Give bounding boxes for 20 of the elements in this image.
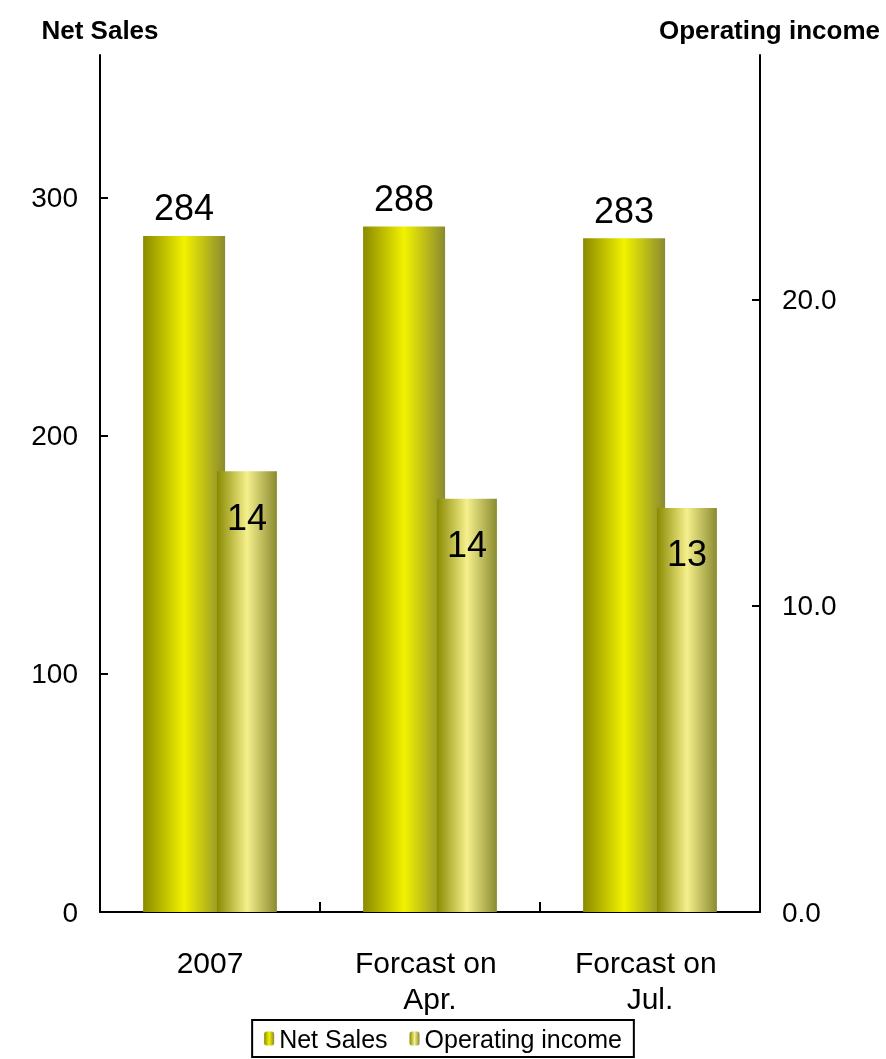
y-tick-label: 100 — [31, 658, 78, 690]
legend-label: Net Sales — [279, 1024, 388, 1053]
data-label: 284 — [154, 187, 215, 229]
x-tick-label: Forcast on Apr. — [354, 945, 506, 1015]
data-label: 14 — [446, 524, 487, 566]
x-tick-label: 2007 — [176, 945, 244, 979]
y-tick-label: 0 — [62, 896, 78, 928]
y2-tick-label: 10.0 — [782, 590, 837, 622]
data-label: 13 — [666, 533, 707, 575]
y-axis-title: Net Sales — [41, 15, 159, 45]
y-tick-label: 300 — [31, 182, 78, 214]
data-label: 14 — [226, 496, 267, 538]
data-label: 283 — [594, 189, 655, 231]
y-tick-label: 200 — [31, 420, 78, 452]
data-label: 288 — [374, 177, 435, 219]
y2-tick-label: 20.0 — [782, 284, 837, 316]
legend-label: Operating income — [424, 1024, 622, 1053]
y2-axis-title: Operating income — [658, 15, 880, 45]
x-tick-label: Forcast on Jul. — [574, 945, 726, 1015]
y2-tick-label: 0.0 — [782, 896, 821, 928]
